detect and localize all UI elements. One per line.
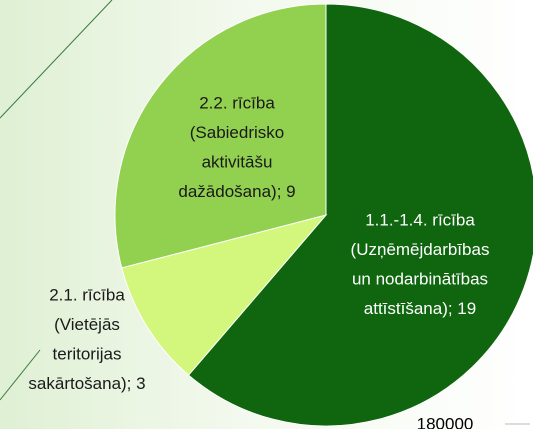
data-label: dažādošana); 9: [178, 182, 295, 201]
data-label: sakārtošana); 3: [28, 374, 145, 393]
data-label: attīstīšana); 19: [364, 299, 476, 318]
annotation: 180000: [417, 414, 474, 429]
pie-slice: [114, 3, 327, 269]
data-label: (Uzņēmējdarbības: [351, 240, 490, 259]
data-label: 1.1.-1.4. rīcība: [365, 210, 475, 229]
pie-slice: [187, 3, 533, 427]
data-label: 2.2. rīcība: [199, 93, 275, 112]
decor-line: [0, 0, 113, 119]
data-label: (Sabiedrisko: [190, 123, 285, 142]
data-label: (Vietējās: [54, 315, 120, 334]
data-label: aktivitāšu: [202, 152, 273, 171]
data-label: un nodarbinātības: [352, 269, 488, 288]
data-label: 2.1. rīcība: [49, 285, 125, 304]
data-label: teritorijas: [53, 344, 122, 363]
decor-line: [0, 349, 41, 401]
